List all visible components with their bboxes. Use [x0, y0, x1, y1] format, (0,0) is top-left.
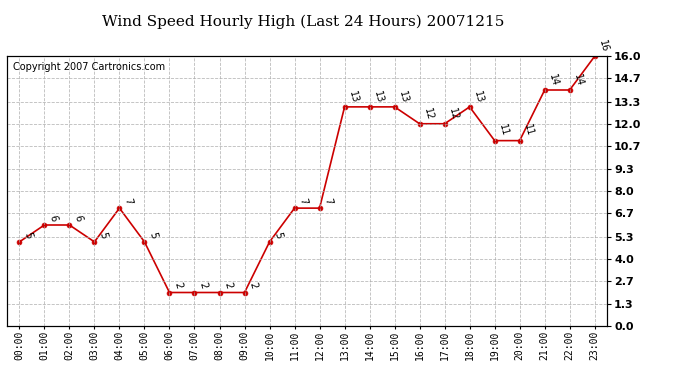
Text: 5: 5 [273, 231, 284, 239]
Text: 6: 6 [72, 214, 83, 222]
Text: 14: 14 [547, 73, 560, 87]
Text: 13: 13 [347, 90, 360, 104]
Text: 16: 16 [598, 39, 610, 54]
Text: 14: 14 [573, 73, 585, 87]
Text: 2: 2 [172, 281, 184, 290]
Text: 12: 12 [422, 106, 435, 121]
Text: 5: 5 [97, 231, 108, 239]
Text: Wind Speed Hourly High (Last 24 Hours) 20071215: Wind Speed Hourly High (Last 24 Hours) 2… [102, 15, 505, 29]
Text: 5: 5 [22, 231, 33, 239]
Text: 11: 11 [497, 123, 510, 138]
Text: 13: 13 [473, 90, 485, 104]
Text: 6: 6 [47, 214, 59, 222]
Text: 11: 11 [522, 123, 535, 138]
Text: 12: 12 [447, 106, 460, 121]
Text: 2: 2 [222, 281, 233, 290]
Text: 5: 5 [147, 231, 159, 239]
Text: 7: 7 [122, 197, 133, 206]
Text: 13: 13 [373, 90, 385, 104]
Text: 7: 7 [297, 197, 308, 206]
Text: 2: 2 [247, 281, 259, 290]
Text: 13: 13 [397, 90, 410, 104]
Text: 7: 7 [322, 197, 333, 206]
Text: 2: 2 [197, 281, 208, 290]
Text: Copyright 2007 Cartronics.com: Copyright 2007 Cartronics.com [13, 62, 165, 72]
